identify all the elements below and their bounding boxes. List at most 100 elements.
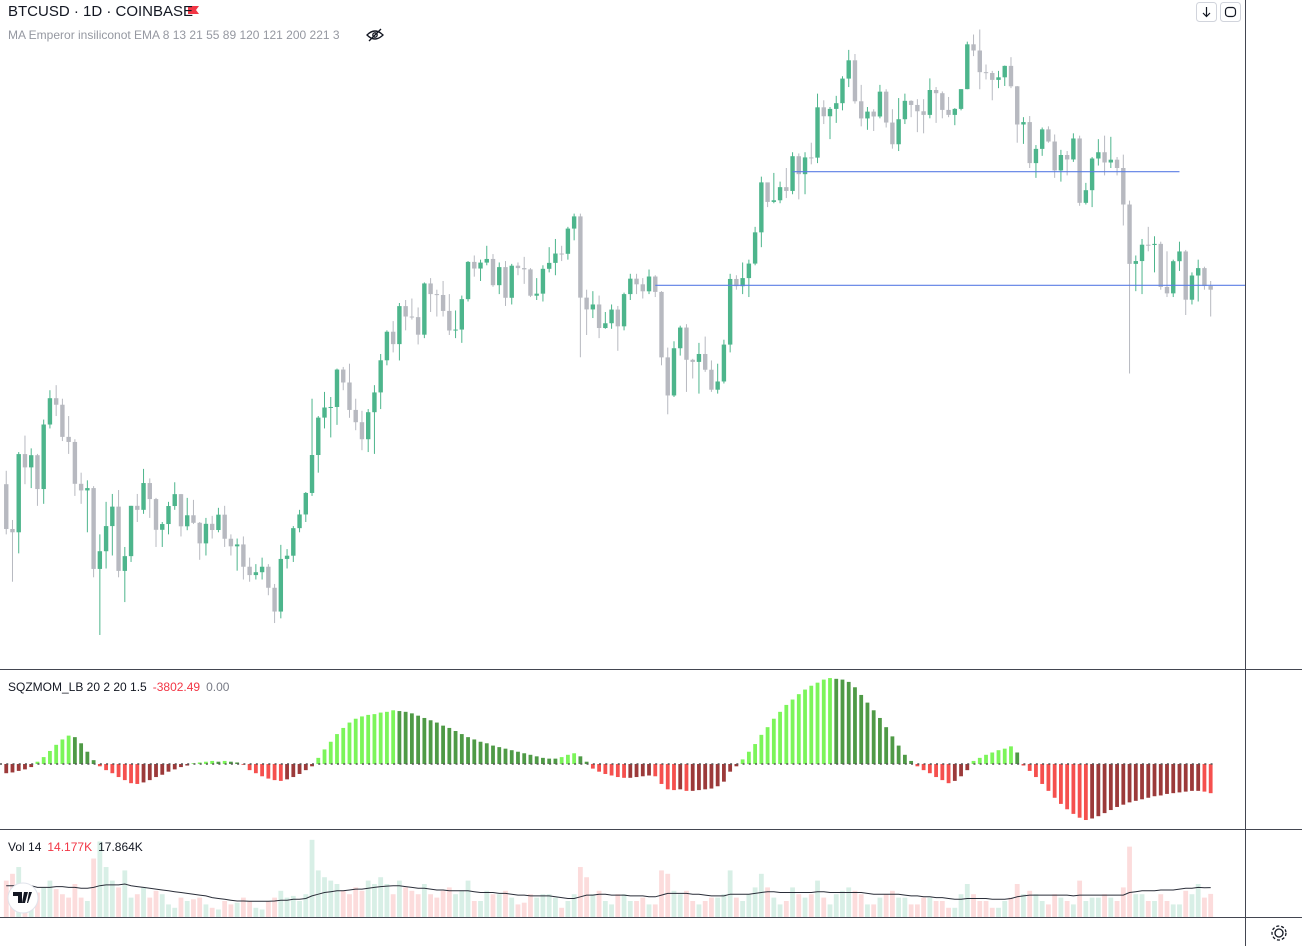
volume-bar xyxy=(565,901,571,918)
momentum-bar xyxy=(640,764,645,777)
candle-body xyxy=(1071,138,1076,160)
momentum-bar xyxy=(1208,764,1213,794)
momentum-bar xyxy=(734,764,739,767)
volume-bar xyxy=(209,907,215,918)
volume-bar xyxy=(690,901,696,918)
momentum-bar xyxy=(796,694,801,765)
momentum-bar xyxy=(1077,764,1082,818)
volume-bar xyxy=(1202,897,1207,918)
volume-bar xyxy=(428,894,434,918)
momentum-bar xyxy=(1021,764,1026,766)
candle-body xyxy=(216,514,221,531)
candle-body xyxy=(628,278,633,295)
volume-bar xyxy=(665,873,671,918)
volume-bar xyxy=(671,890,677,918)
volume-bar xyxy=(815,880,820,918)
candle-body xyxy=(659,291,664,358)
momentum-bar xyxy=(197,762,202,765)
momentum-zero: 0.00 xyxy=(206,680,230,694)
volume-bar xyxy=(1114,901,1120,918)
scroll-button[interactable] xyxy=(1196,2,1217,22)
momentum-bar xyxy=(709,764,714,789)
volume-bar xyxy=(652,904,658,918)
momentum-bar xyxy=(335,734,339,765)
candle-body xyxy=(4,484,9,529)
candle-body xyxy=(690,359,695,362)
volume-bar xyxy=(290,895,296,918)
volume-bar xyxy=(378,877,384,918)
momentum-bar xyxy=(697,764,701,791)
volume-bar xyxy=(871,904,877,918)
momentum-bar xyxy=(1059,764,1063,804)
momentum-bar xyxy=(122,764,127,781)
candle-body xyxy=(1164,286,1170,294)
candle-body xyxy=(665,357,670,396)
volume-bar xyxy=(765,887,770,918)
volume-bar xyxy=(178,897,184,918)
candle-body xyxy=(197,522,202,544)
volume-bar xyxy=(640,897,646,918)
candle-body xyxy=(172,494,177,507)
candle-body xyxy=(365,412,371,440)
volume-bar xyxy=(253,907,259,918)
volume-bar xyxy=(1058,897,1064,918)
momentum-bar xyxy=(1121,764,1126,805)
momentum-bar xyxy=(1165,764,1169,794)
volume-bar xyxy=(702,901,708,918)
momentum-bar xyxy=(291,764,296,778)
volume-bar xyxy=(1027,890,1033,918)
momentum-bar xyxy=(1171,764,1176,794)
momentum-bar xyxy=(35,761,40,765)
candle-body xyxy=(559,253,564,255)
candle-body xyxy=(241,544,246,567)
volume-bar xyxy=(153,890,159,918)
momentum-bar xyxy=(1071,764,1076,814)
candle-body xyxy=(709,369,714,390)
candle-body xyxy=(272,587,277,612)
candle-body xyxy=(191,515,196,523)
volume-bar xyxy=(97,841,103,918)
flag-icon[interactable] xyxy=(188,6,199,14)
volume-bar xyxy=(1008,897,1014,918)
momentum-bar xyxy=(1183,764,1188,792)
momentum-bar xyxy=(360,716,364,765)
volume-bar xyxy=(347,894,352,918)
candle-body xyxy=(578,216,583,298)
symbol-title: BTCUSD · 1D · COINBASE xyxy=(8,3,194,20)
volume-bar xyxy=(883,894,889,918)
momentum-bar xyxy=(522,753,527,765)
momentum-bar xyxy=(884,727,889,765)
candle-body xyxy=(110,506,115,527)
momentum-bar xyxy=(609,764,614,776)
momentum-bar xyxy=(684,764,689,791)
hide-icon[interactable] xyxy=(366,28,384,42)
volume-bar xyxy=(240,897,246,918)
candle-body xyxy=(353,409,358,423)
momentum-bar xyxy=(453,731,458,765)
candle-body xyxy=(1183,251,1188,300)
momentum-bar xyxy=(1133,764,1138,801)
momentum-bar xyxy=(104,764,108,771)
momentum-bar xyxy=(110,764,115,774)
momentum-bar xyxy=(484,743,489,765)
candle-body xyxy=(47,398,53,425)
momentum-bar xyxy=(628,764,633,778)
reset-button[interactable] xyxy=(1220,2,1241,22)
volume-bar xyxy=(446,887,452,918)
candle-body xyxy=(546,262,552,269)
candle-body xyxy=(453,329,458,331)
settings-button[interactable] xyxy=(1271,925,1287,941)
candle-body xyxy=(203,523,209,544)
candle-body xyxy=(771,200,777,202)
volume-bar xyxy=(983,901,989,918)
candle-body xyxy=(322,407,327,418)
volume-bar xyxy=(390,894,396,918)
candle-body xyxy=(160,524,165,530)
volume-bar xyxy=(453,894,458,918)
volume-bar xyxy=(977,901,983,918)
volume-name: Vol 14 xyxy=(8,840,42,854)
volume-bar xyxy=(1183,890,1189,918)
candle-body xyxy=(515,265,521,269)
candle-body xyxy=(1121,167,1126,205)
candle-body xyxy=(153,499,159,530)
